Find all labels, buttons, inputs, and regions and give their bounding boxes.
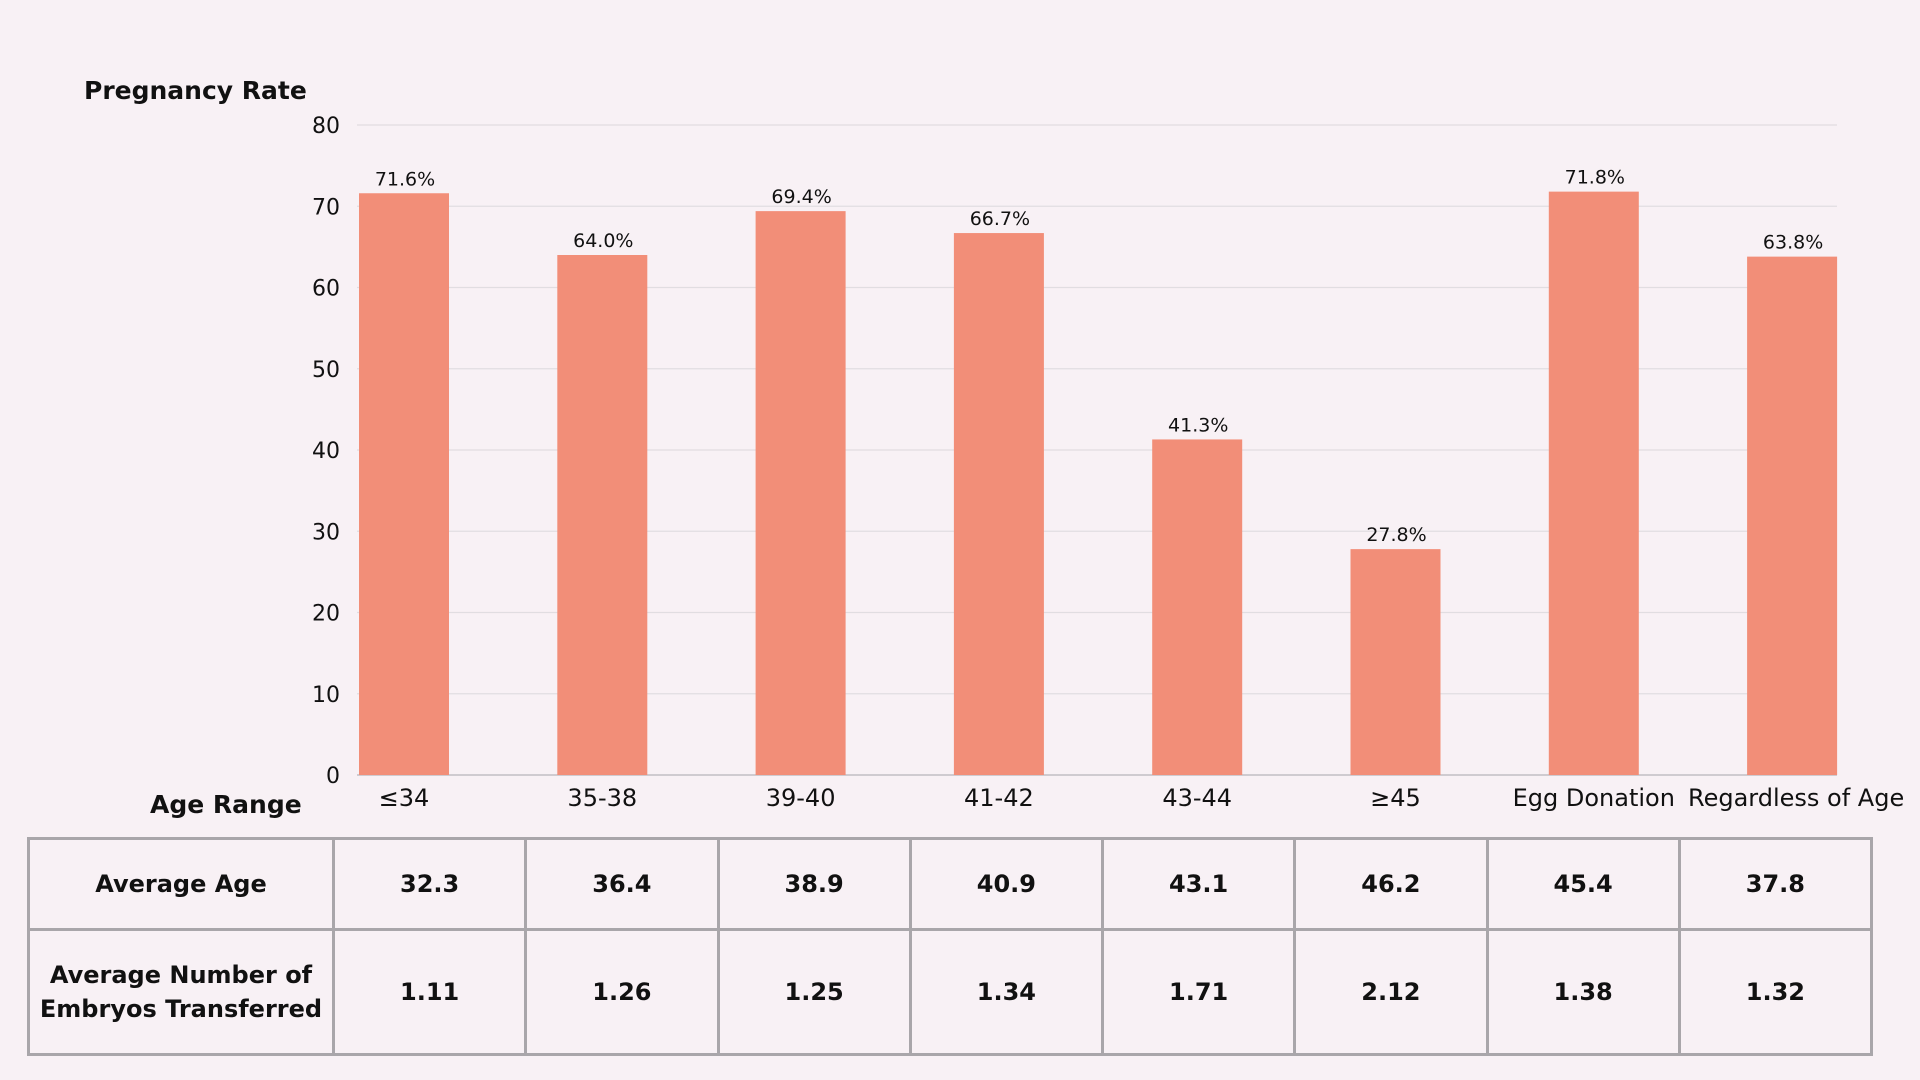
y-tick-labels: 0 10 20 30 40 50 60 70 80 [312,114,340,789]
y-tick-label: 40 [312,439,340,464]
x-tick-label: ≤34 [379,784,430,812]
table-cell: 1.32 [1677,928,1874,1056]
row-header-line-2: Embryos Transferred [39,995,323,1023]
table-cell: 1.38 [1485,928,1681,1056]
stats-table: Average Age 32.3 36.4 38.9 40.9 43.1 46.… [27,837,1874,1056]
x-tick-label: Egg Donation [1513,784,1675,812]
table-cell: 36.4 [524,837,720,931]
y-tick-label: 30 [312,520,340,545]
bar [1548,191,1639,775]
bar-chart: 71.6% 64.0% 69.4% 66.7% 41.3% 27.8% 71.8% 63.8%… [312,114,1905,812]
data-label: 69.4% [771,186,831,208]
bar [1350,549,1441,775]
y-tick-label: 60 [312,277,340,302]
x-tick-labels: ≤34 35-38 39-40 41-42 43-44 ≥45 Egg Donation Re… [379,784,1905,812]
table-cell: 40.9 [908,837,1105,931]
table-cell: 43.1 [1100,837,1297,931]
x-tick-label: 41-42 [964,784,1034,812]
bar [1152,439,1243,775]
y-tick-label: 0 [326,764,340,789]
data-label: 63.8% [1763,232,1823,254]
x-tick-label: 39-40 [766,784,836,812]
bar [953,233,1044,775]
x-tick-label: 43-44 [1162,784,1232,812]
table-cell: 1.11 [331,928,528,1056]
table-cell: 32.3 [331,837,528,931]
row-header-average-embryos: Average Number of Embryos Transferred [27,928,335,1056]
bar [557,255,648,775]
bar [359,193,449,775]
y-tick-label: 50 [312,358,340,383]
value-labels: 71.6% 64.0% 69.4% 66.7% 41.3% 27.8% 71.8% 63.8% [375,167,1823,547]
table-cell: 1.25 [716,928,912,1056]
y-tick-label: 80 [312,114,340,139]
table-row-average-embryos: Average Number of Embryos Transferred 1.1… [27,928,1874,1056]
table-cell: 45.4 [1485,837,1681,931]
y-tick-label: 20 [312,602,340,627]
bar [1747,256,1838,775]
y-tick-label: 10 [312,683,340,708]
data-label: 27.8% [1366,524,1426,546]
table-cell: 38.9 [716,837,912,931]
table-cell: 2.12 [1293,928,1489,1056]
table-row-average-age: Average Age 32.3 36.4 38.9 40.9 43.1 46.… [27,837,1874,931]
x-axis-label: Age Range [150,790,302,819]
table-cell: 46.2 [1293,837,1489,931]
y-tick-label: 70 [312,195,340,220]
row-header-line-1: Average Number of [49,961,313,989]
row-header-average-age: Average Age [27,837,335,931]
x-tick-label: ≥45 [1370,784,1421,812]
table-cell: 1.71 [1100,928,1297,1056]
table-cell: 1.34 [908,928,1105,1056]
table-cell: 1.26 [524,928,720,1056]
data-label: 64.0% [573,230,633,252]
data-label: 71.6% [375,168,435,190]
data-label: 71.8% [1565,167,1625,189]
data-label: 66.7% [970,208,1030,230]
y-axis-label: Pregnancy Rate [84,76,307,105]
x-tick-label: Regardless of Age [1688,784,1904,812]
bar [755,211,846,775]
data-label: 41.3% [1168,414,1228,436]
bars [359,191,1838,775]
x-tick-label: 35-38 [567,784,637,812]
table-cell: 37.8 [1677,837,1874,931]
